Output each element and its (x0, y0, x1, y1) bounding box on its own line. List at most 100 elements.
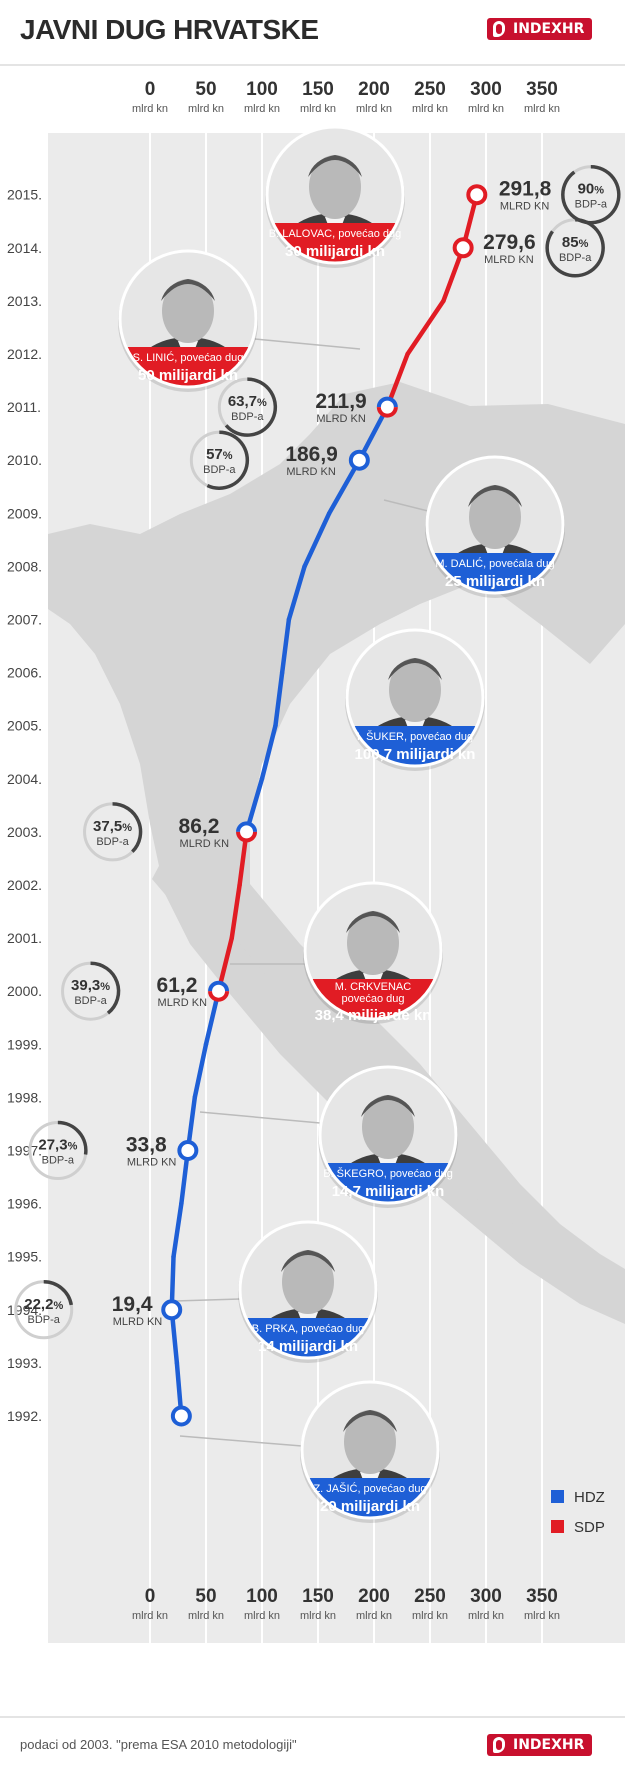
person-hair (308, 155, 362, 177)
debt-value: 291,8 (499, 178, 552, 201)
minister-portrait: B. PRKA, povećao dug 14 milijardi kn (238, 1220, 378, 1363)
leader-line (383, 499, 429, 512)
legend-swatch (551, 1520, 564, 1533)
x-tick-label: 150 (302, 1586, 334, 1607)
x-tick-unit: mlrd kn (468, 103, 504, 115)
line-segment (302, 511, 332, 569)
gdp-percent-unit: BDP-a (559, 252, 592, 264)
year-label: 2007. (7, 612, 42, 628)
line-segment (405, 298, 446, 357)
portrait-ring (303, 881, 443, 1021)
x-tick-label: 250 (414, 1586, 446, 1607)
year-label: 2011. (7, 399, 41, 415)
x-tick-unit: mlrd kn (524, 1610, 560, 1622)
pepper-icon (493, 21, 505, 37)
debt-value: 279,6 (483, 231, 536, 254)
portrait-ring (318, 1065, 458, 1205)
portrait-ring (238, 1220, 378, 1360)
gdp-percent-circle: 90%BDP-a (561, 164, 621, 225)
legend-label: SDP (574, 1519, 605, 1536)
gdp-percent-circle: 22,2%BDP-a (14, 1280, 74, 1340)
minister-caption: B. PRKA, povećao dug (252, 1323, 365, 1335)
gdp-percent-circle: 57%BDP-a (189, 430, 250, 490)
indexhr-logo[interactable]: INDEXHR (487, 18, 593, 40)
leader-line (254, 338, 361, 350)
minister-amount: 100,7 milijardi kn (355, 746, 476, 763)
x-tick-unit: mlrd kn (412, 103, 448, 115)
data-point-marker (236, 821, 258, 843)
gdp-percent-unit: BDP-a (28, 1314, 61, 1326)
data-point-marker (161, 1299, 183, 1321)
year-label: 2003. (7, 824, 42, 840)
data-point-marker (466, 184, 488, 206)
person-face (362, 1095, 414, 1159)
x-tick-unit: mlrd kn (524, 103, 560, 115)
gdp-percent-value: 37,5% (93, 818, 132, 835)
debt-value: 33,8 (126, 1134, 167, 1157)
minister-portrait: I. ŠUKER, povećao dug 100,7 milijardi kn (345, 628, 485, 771)
debt-value: 61,2 (157, 974, 198, 997)
portrait-ring (265, 125, 405, 265)
year-label: 2002. (7, 877, 42, 893)
gdp-percent-unit: BDP-a (575, 199, 608, 211)
person-hair (346, 911, 400, 933)
x-tick-label: 100 (246, 1586, 278, 1607)
gdp-percent-unit: BDP-a (96, 836, 129, 848)
leader-line (174, 1298, 241, 1302)
x-tick-unit: mlrd kn (356, 103, 392, 115)
x-tick-label: 50 (195, 1586, 216, 1607)
debt-unit: MLRD KN (286, 466, 336, 478)
debt-value: 211,9 (315, 390, 366, 413)
year-label: 2009. (7, 505, 42, 521)
debt-unit: MLRD KN (500, 201, 550, 213)
debt-unit: MLRD KN (127, 1157, 177, 1169)
x-axis-bottom: 0 mlrd kn 50 mlrd kn 100 mlrd kn 150 mlrd kn 200… (132, 1586, 560, 1622)
line-segment (286, 564, 307, 622)
x-tick-unit: mlrd kn (300, 103, 336, 115)
person-face (469, 485, 521, 549)
line-segment (229, 882, 242, 941)
person-face (162, 279, 214, 343)
line-segment (273, 670, 285, 728)
indexhr-logo-footer[interactable]: INDEXHR (487, 1734, 593, 1756)
person-hair (388, 658, 442, 680)
x-tick-unit: mlrd kn (468, 1610, 504, 1622)
portrait-ring (425, 455, 565, 595)
line-segment (192, 1042, 209, 1100)
gdp-percent-value: 90% (578, 181, 605, 198)
x-tick-unit: mlrd kn (188, 1610, 224, 1622)
person-face (344, 1410, 396, 1474)
minister-caption: povećao dug (342, 993, 405, 1005)
person-face (389, 658, 441, 722)
gdp-percent-value: 63,7% (228, 393, 267, 410)
debt-unit: MLRD KN (113, 1316, 163, 1328)
minister-portrait: S. LINIĆ, povećao dug 50 milijardi kn (118, 249, 258, 392)
minister-portrait: B. LALOVAC, povećao dug 30 milijardi kn (265, 125, 405, 268)
gdp-percent-unit: BDP-a (203, 464, 236, 476)
line-segment (171, 1201, 184, 1259)
gdp-percent-unit: BDP-a (74, 995, 107, 1007)
debt-value: 186,9 (285, 443, 338, 466)
data-point-marker (452, 237, 474, 259)
x-tick-label: 150 (302, 79, 334, 100)
gdp-percent-labels: 22,2%BDP-a27,3%BDP-a39,3%BDP-a37,5%BDP-a… (14, 164, 621, 1340)
person-hair (468, 485, 522, 507)
x-tick-unit: mlrd kn (300, 1610, 336, 1622)
leader-line (199, 1111, 321, 1124)
year-label: 2010. (7, 452, 42, 468)
minister-amount: 30 milijardi kn (285, 243, 385, 260)
person-face (347, 911, 399, 975)
year-label: 1997. (7, 1143, 42, 1159)
x-tick-label: 300 (470, 1586, 502, 1607)
debt-chart: 1992.1993.1994.1995.1996.1997.1998.1999.… (7, 79, 625, 1643)
x-tick-unit: mlrd kn (356, 1610, 392, 1622)
logo-text: INDEXHR (513, 1737, 585, 1753)
line-segment (279, 617, 292, 675)
minister-amount: 50 milijardi kn (138, 367, 238, 384)
footer: podaci od 2003. "prema ESA 2010 metodolo… (0, 1716, 625, 1772)
year-label: 2001. (7, 930, 42, 946)
year-label: 1995. (7, 1249, 42, 1265)
x-tick-label: 300 (470, 79, 502, 100)
